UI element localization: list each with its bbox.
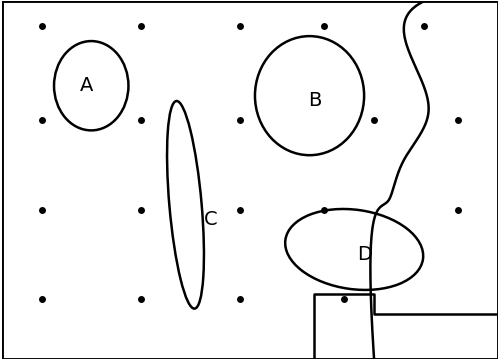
Text: A: A: [80, 76, 93, 95]
Text: C: C: [204, 210, 217, 229]
Text: B: B: [308, 91, 321, 110]
Text: D: D: [356, 245, 372, 264]
